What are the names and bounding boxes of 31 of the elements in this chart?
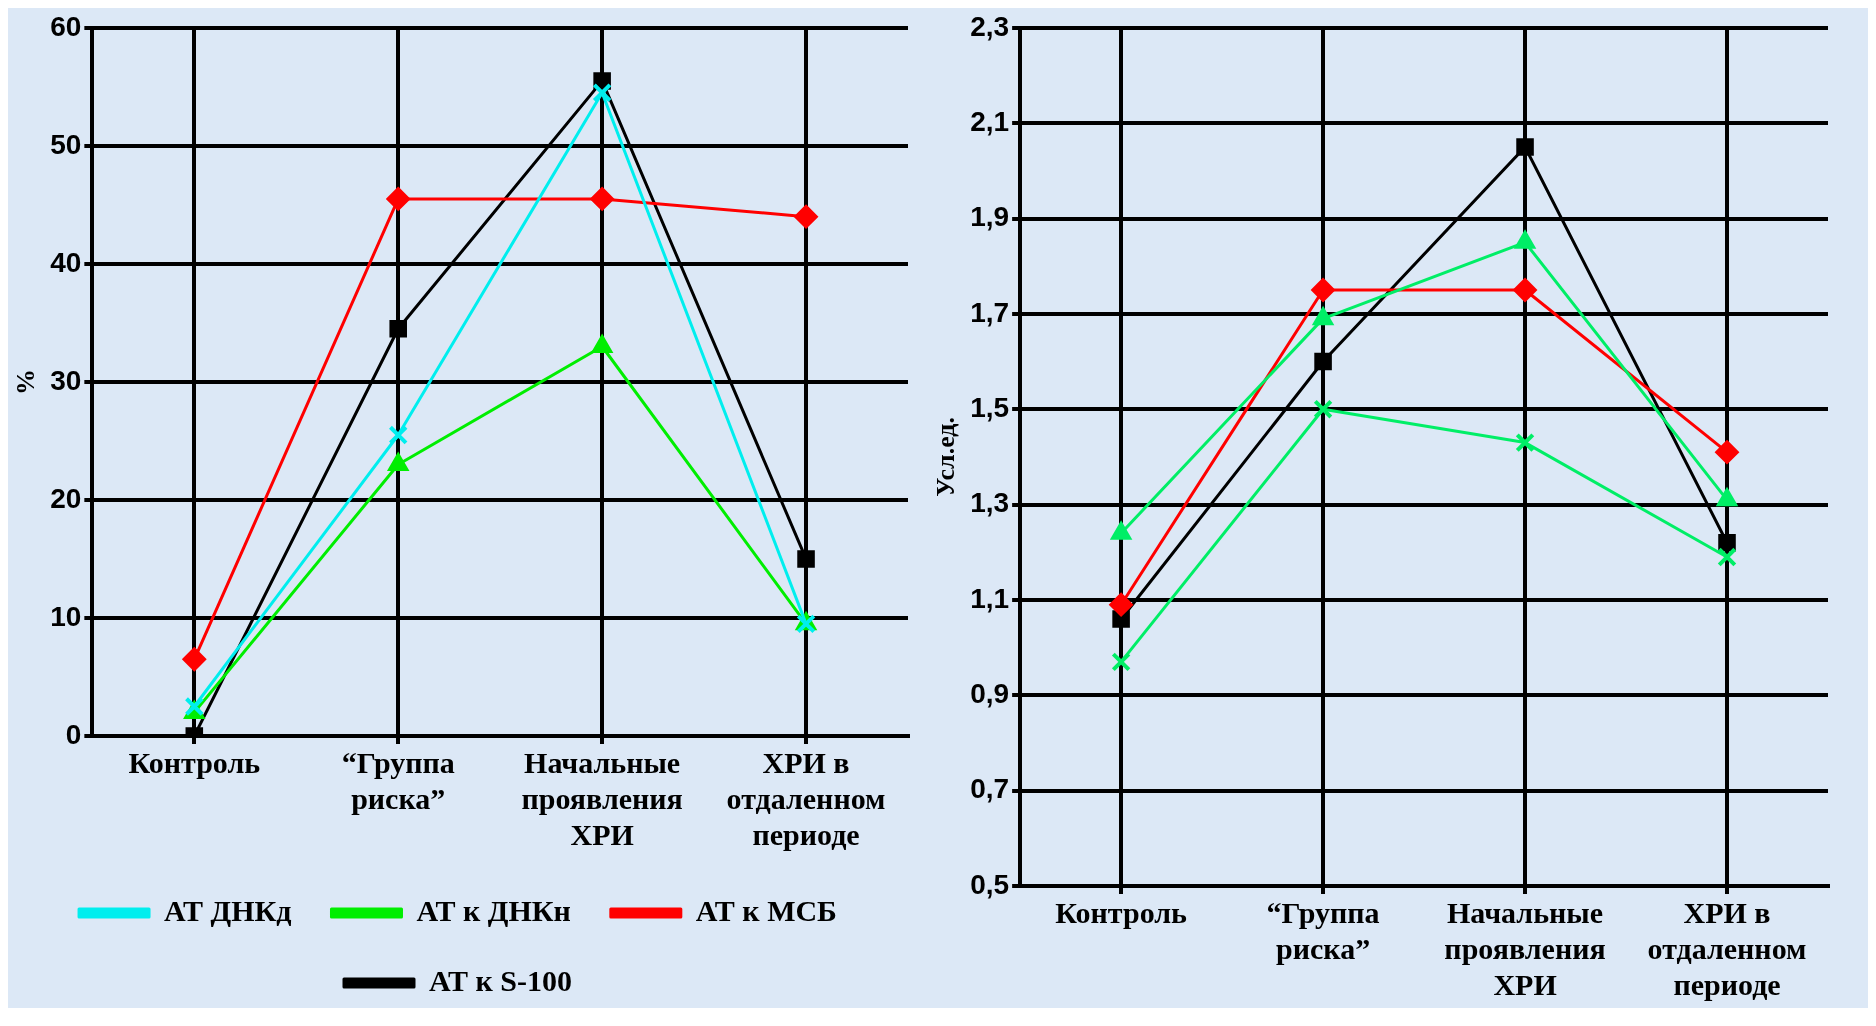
y-tick-label: 60	[50, 10, 82, 42]
y-tick-label: 50	[50, 128, 82, 160]
y-tick-label: 0,9	[970, 678, 1010, 710]
legend-label: АТ к ДНКн	[416, 893, 571, 927]
legend-label: АТ ДНКд	[164, 893, 292, 927]
x-tick-label: Контроль	[128, 745, 261, 779]
y-tick-label: 20	[50, 482, 82, 514]
y-tick-label: 1,1	[970, 582, 1010, 614]
x-tick-label: ХРИ в отдаленном периоде	[1647, 895, 1807, 1001]
y-tick-label: 0,5	[970, 868, 1010, 900]
y-tick-label: 1,3	[970, 487, 1010, 519]
y-tick-label: 2,1	[970, 105, 1010, 137]
y-tick-label: 0	[65, 718, 82, 750]
x-tick-label: Начальные проявления ХРИ	[1444, 895, 1606, 1001]
y-axis-title: Усл.ед.	[931, 417, 961, 497]
x-tick-label: Контроль	[1055, 895, 1188, 929]
y-tick-label: 1,7	[970, 296, 1010, 328]
y-tick-label: 1,9	[970, 201, 1010, 233]
y-tick-label: 10	[50, 600, 82, 632]
x-tick-label: Начальные проявления ХРИ	[521, 745, 683, 851]
y-tick-label: 1,5	[970, 391, 1010, 423]
y-tick-label: 30	[50, 364, 82, 396]
legend-label: АТ к МСБ	[695, 893, 837, 927]
legend-label: АТ к S-100	[429, 963, 572, 997]
x-tick-label: “Группа риска”	[1266, 895, 1380, 965]
x-tick-label: “Группа риска”	[341, 745, 455, 815]
y-tick-label: 2,3	[970, 10, 1010, 42]
x-tick-label: ХРИ в отдаленном периоде	[726, 745, 886, 851]
y-axis-title: %	[11, 368, 41, 395]
y-tick-label: 0,7	[970, 773, 1010, 805]
y-tick-label: 40	[50, 246, 82, 278]
